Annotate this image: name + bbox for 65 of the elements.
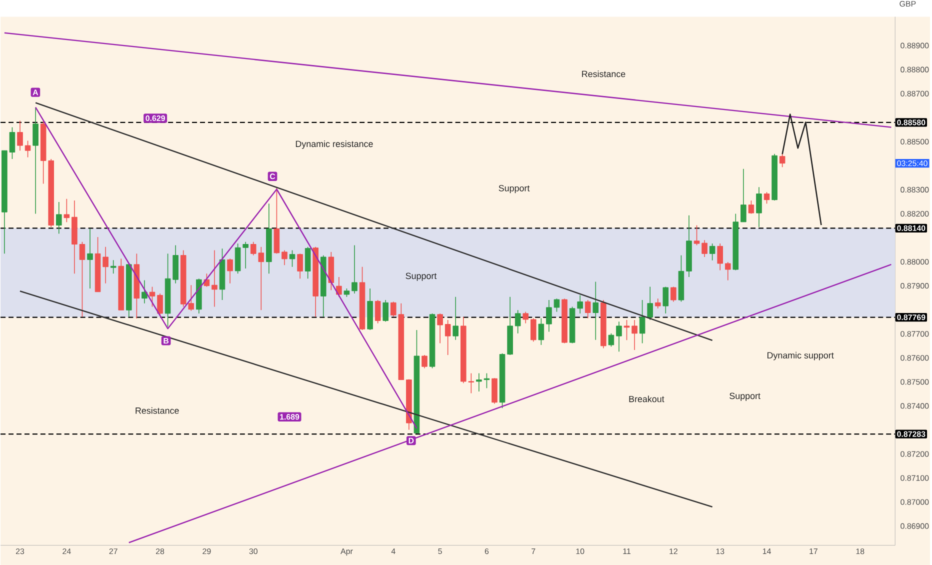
candlestick xyxy=(639,299,646,344)
candlestick xyxy=(157,292,163,316)
annotation: Support xyxy=(730,392,760,401)
candlestick xyxy=(212,250,218,308)
candlestick xyxy=(17,120,23,151)
candlestick xyxy=(32,106,38,214)
candlestick xyxy=(227,258,233,284)
candlestick xyxy=(709,243,716,261)
candlestick xyxy=(64,198,70,222)
candlestick xyxy=(764,192,770,204)
candlestick xyxy=(694,224,700,246)
candlestick xyxy=(304,246,311,279)
candlestick xyxy=(717,243,723,270)
candlestick xyxy=(352,244,358,294)
candlestick xyxy=(444,319,451,356)
candlestick xyxy=(514,310,521,334)
candlestick xyxy=(584,299,591,319)
candlestick xyxy=(654,298,661,309)
candlestick xyxy=(437,312,443,344)
candlestick xyxy=(79,241,86,318)
candlestick xyxy=(592,281,599,340)
annotation: Dynamic support xyxy=(767,352,834,360)
candlestick xyxy=(336,276,342,298)
candlestick xyxy=(522,311,529,324)
candlestick xyxy=(289,250,296,268)
candlestick xyxy=(608,332,614,347)
candlestick xyxy=(554,298,560,312)
annotation: Support xyxy=(406,272,437,281)
candlestick xyxy=(740,168,746,222)
candlestick xyxy=(476,372,482,392)
candlestick xyxy=(624,319,630,340)
candlestick xyxy=(748,200,754,214)
candlestick xyxy=(24,140,31,158)
annotation: Resistance xyxy=(582,70,626,77)
candlestick xyxy=(56,201,62,234)
candlestick xyxy=(297,253,303,279)
candlestick xyxy=(530,318,536,342)
candlestick xyxy=(702,240,708,258)
candlestick xyxy=(756,186,762,228)
candlestick xyxy=(484,372,490,388)
candlestick xyxy=(632,319,638,350)
candlestick xyxy=(662,286,669,314)
candlestick xyxy=(142,280,148,304)
candlestick xyxy=(110,260,116,274)
annotation: Resistance xyxy=(136,407,179,414)
candlestick xyxy=(670,286,676,302)
candlestick xyxy=(724,262,731,281)
candlestick xyxy=(149,286,156,308)
candlestick xyxy=(9,126,16,160)
candlestick xyxy=(492,378,498,404)
candlestick xyxy=(374,299,381,324)
line-series xyxy=(782,114,822,226)
candlestick xyxy=(422,354,428,369)
annotation: Dynamic resistance xyxy=(296,140,373,149)
annotation: Breakout xyxy=(629,395,664,402)
candlestick xyxy=(87,228,93,289)
candlestick xyxy=(452,296,459,340)
candlestick xyxy=(282,250,288,266)
candlestick xyxy=(616,321,622,352)
annotation: Support xyxy=(498,184,530,193)
candlestick xyxy=(779,153,786,168)
candlestick xyxy=(382,299,388,322)
candlestick xyxy=(647,286,653,320)
candlestick xyxy=(538,318,544,346)
candlestick xyxy=(546,299,552,332)
